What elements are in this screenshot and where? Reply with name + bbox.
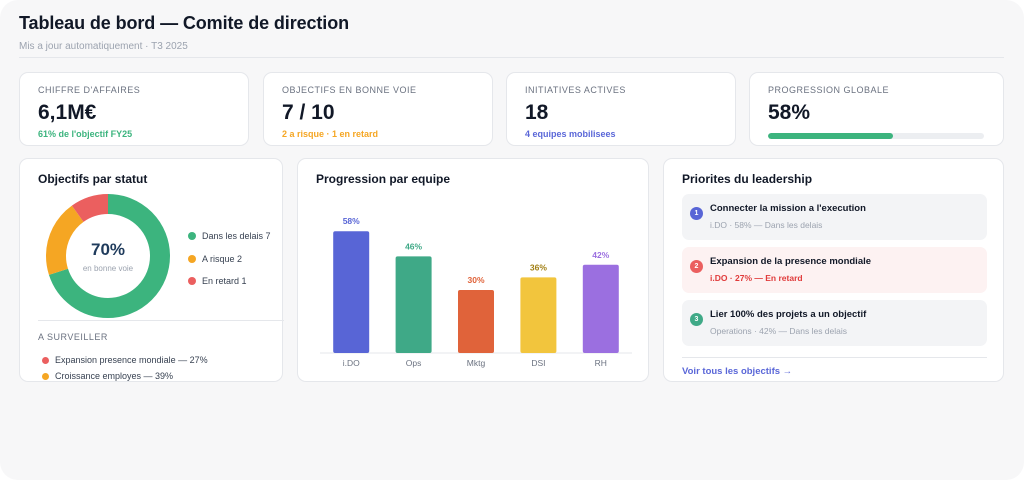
panel-title: Priorites du leadership	[682, 172, 813, 186]
x-tick-label: RH	[595, 358, 607, 368]
watch-dot	[42, 356, 49, 364]
legend-label: En retard 1	[202, 276, 247, 287]
kpi-card-progress: PROGRESSION GLOBALE 58%	[749, 72, 1004, 146]
legend-item-on-track: Dans les delais 7	[188, 225, 271, 248]
priority-number-badge: 3	[690, 313, 703, 326]
donut-chart	[46, 194, 170, 318]
kpi-label: OBJECTIFS EN BONNE VOIE	[282, 85, 417, 95]
priority-item[interactable]: 1 Connecter la mission a l'execution i.D…	[682, 194, 987, 240]
team-bar-chart: 58% i.DO 46% Ops 30% Mktg 36% DSI 42% RH	[320, 216, 632, 368]
kpi-value: 58%	[768, 101, 811, 124]
bar-value-label: 58%	[343, 216, 360, 226]
kpi-card-revenue: CHIFFRE D'AFFAIRES 6,1M€ 61% de l'object…	[19, 72, 249, 146]
panel-title: Objectifs par statut	[38, 172, 148, 186]
watch-label: Expansion presence mondiale — 27%	[55, 355, 208, 365]
x-tick-label: i.DO	[343, 358, 360, 368]
legend-dot	[188, 254, 196, 263]
priority-title: Connecter la mission a l'execution	[710, 203, 866, 214]
legend-item-at-risk: A risque 2	[188, 248, 271, 271]
bar-rh	[582, 264, 619, 353]
bar-ops	[395, 256, 432, 353]
page-header: Tableau de bord — Comite de direction Mi…	[19, 13, 1004, 52]
kpi-card-objectives: OBJECTIFS EN BONNE VOIE 7 / 10 2 a risqu…	[263, 72, 493, 146]
bar-value-label: 42%	[592, 250, 609, 260]
x-tick-label: Mktg	[467, 358, 486, 368]
bar-value-label: 30%	[467, 275, 484, 285]
legend-dot	[188, 277, 196, 286]
global-progress-bar	[768, 133, 984, 139]
kpi-label: CHIFFRE D'AFFAIRES	[38, 85, 141, 95]
priority-item[interactable]: 2 Expansion de la presence mondiale i.DO…	[682, 247, 987, 293]
see-all-objectives-link[interactable]: Voir tous les objectifs →	[682, 366, 793, 377]
watch-label: Croissance employes — 39%	[55, 371, 174, 381]
watch-item: Expansion presence mondiale — 27%	[42, 352, 208, 368]
priority-meta: i.DO · 27% — En retard	[710, 273, 803, 283]
x-tick-label: Ops	[406, 358, 422, 368]
kpi-value: 6,1M€	[38, 101, 97, 124]
kpi-card-initiatives: INITIATIVES ACTIVES 18 4 equipes mobilis…	[506, 72, 736, 146]
bar-value-label: 36%	[530, 262, 547, 272]
kpi-label: INITIATIVES ACTIVES	[525, 85, 626, 95]
bar-dsi	[520, 277, 557, 353]
page-title: Tableau de bord — Comite de direction	[19, 13, 350, 33]
priorities-panel: Priorites du leadership 1 Connecter la m…	[663, 158, 1004, 382]
legend-dot	[188, 232, 196, 241]
global-progress-fill	[768, 133, 894, 139]
page-subtitle: Mis a jour automatiquement · T3 2025	[19, 41, 188, 52]
kpi-value: 18	[525, 101, 549, 124]
legend-label: A risque 2	[202, 253, 243, 264]
priority-number-badge: 2	[690, 260, 703, 273]
kpi-note: 4 equipes mobilisees	[525, 129, 616, 139]
donut-percentage: 70%	[90, 239, 126, 259]
status-legend: Dans les delais 7 A risque 2 En retard 1	[188, 225, 271, 293]
team-panel: Progression par equipe 58% i.DO 46% Ops 30% M…	[297, 158, 649, 382]
bar-ido	[333, 231, 370, 353]
bar-value-label: 46%	[405, 241, 422, 251]
watch-title: A SURVEILLER	[38, 332, 108, 342]
kpi-note: 61% de l'objectif FY25	[38, 129, 133, 139]
donut-slice-2	[46, 194, 170, 318]
donut-slice-1	[46, 194, 170, 318]
status-panel: Objectifs par statut 70% en bonne voie D…	[19, 158, 284, 384]
status-donut: 70% en bonne voie	[46, 194, 170, 318]
watch-dot	[42, 372, 49, 380]
x-tick-label: DSI	[531, 358, 545, 368]
bar-mktg	[458, 290, 494, 353]
legend-label: Dans les delais 7	[202, 231, 271, 242]
priority-number-badge: 1	[690, 207, 703, 220]
priority-title: Lier 100% des projets a un objectif	[710, 309, 867, 320]
watch-item: Croissance employes — 39%	[42, 368, 208, 384]
donut-center: 70% en bonne voie	[46, 194, 170, 318]
donut-caption: en bonne voie	[82, 263, 134, 273]
header-divider	[19, 57, 1004, 58]
watch-divider	[38, 320, 284, 321]
watch-list: Expansion presence mondiale — 27% Croiss…	[42, 352, 208, 384]
legend-item-late: En retard 1	[188, 270, 271, 293]
priority-meta: Operations · 42% — Dans les delais	[710, 326, 848, 336]
priority-title: Expansion de la presence mondiale	[710, 256, 872, 267]
priority-meta: i.DO · 58% — Dans les delais	[710, 220, 823, 230]
kpi-label: PROGRESSION GLOBALE	[768, 85, 890, 95]
kpi-note: 2 a risque · 1 en retard	[282, 129, 379, 139]
kpi-value: 7 / 10	[282, 101, 335, 124]
priorities-divider	[682, 357, 987, 358]
priority-item[interactable]: 3 Lier 100% des projets a un objectif Op…	[682, 300, 987, 346]
panel-title: Progression par equipe	[316, 172, 451, 186]
